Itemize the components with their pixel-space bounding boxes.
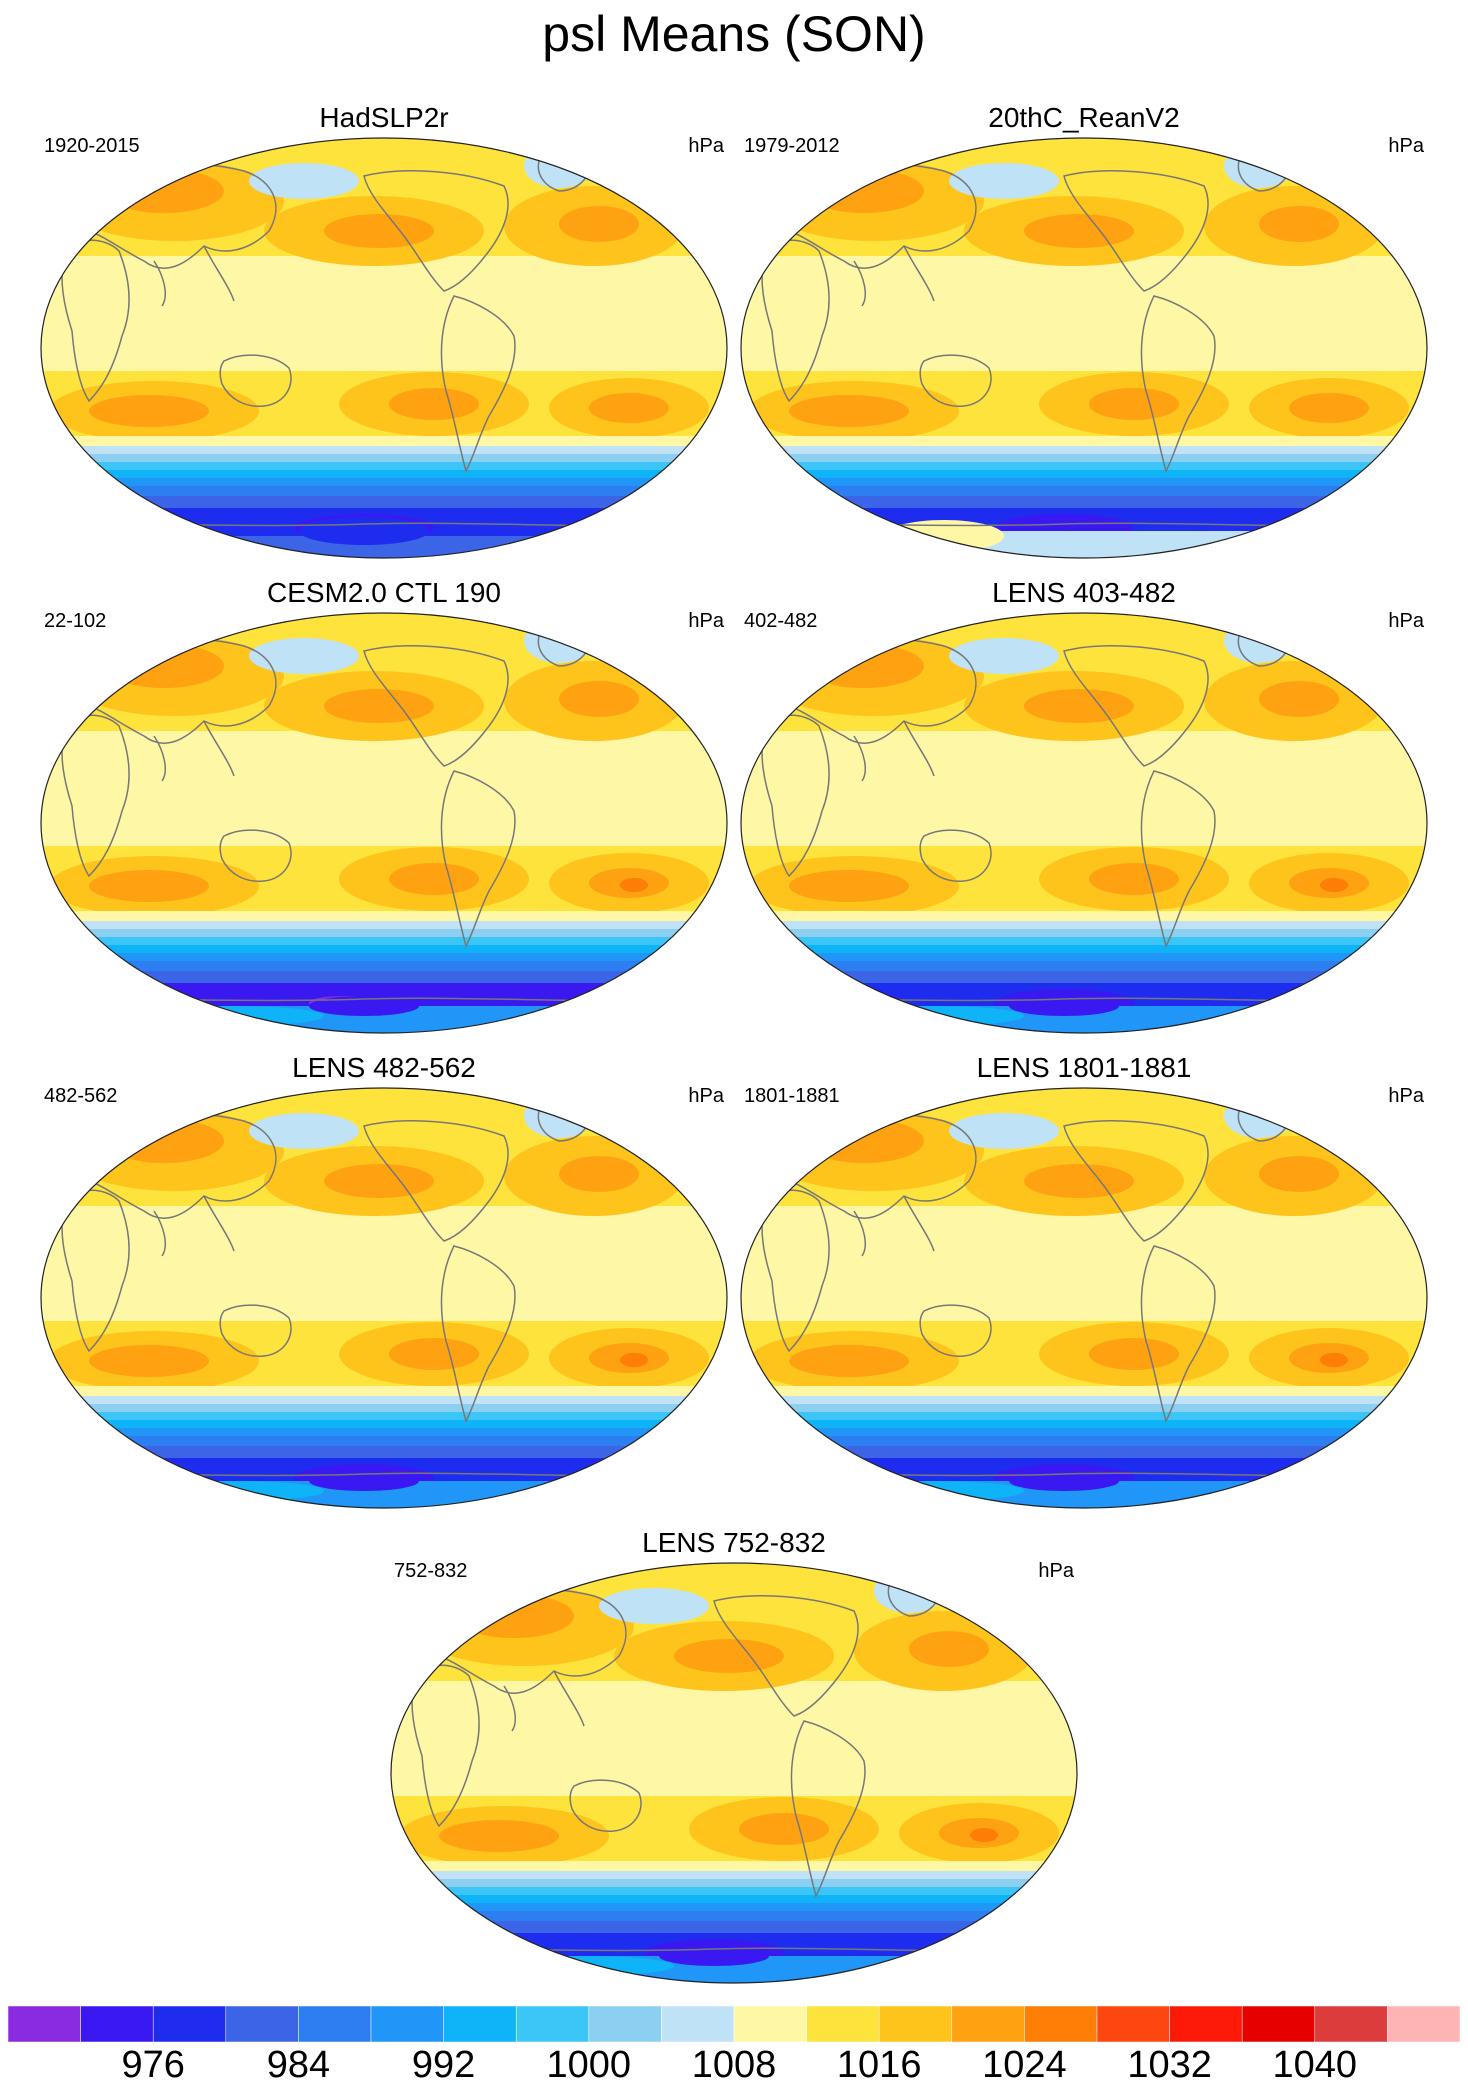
colorbar-labels: 976 984 992 1000 1008 1016 1024 1032 1040 [8, 2044, 1460, 2086]
panel-title: LENS 403-482 [992, 577, 1176, 608]
panel-unit: hPa [688, 1085, 724, 1107]
colorbar-box [1096, 2006, 1170, 2042]
map-plot [40, 137, 728, 559]
colorbar-box [1169, 2006, 1243, 2042]
colorbar-box [443, 2006, 517, 2042]
panel-period: 482-562 [44, 1085, 118, 1107]
colorbar-box [661, 2006, 735, 2042]
colorbar-label: 1024 [982, 2044, 1067, 2086]
map-border [40, 612, 728, 1034]
colorbar-box [8, 2006, 81, 2042]
colorbar-box [733, 2006, 807, 2042]
colorbar-label: 984 [266, 2044, 331, 2086]
colorbar-box [1241, 2006, 1316, 2042]
colorbar-box [1387, 2006, 1460, 2042]
colorbar-label: 992 [411, 2044, 476, 2086]
map-border [740, 612, 1428, 1034]
colorbar-box [1024, 2006, 1098, 2042]
pressure-field [391, 1563, 1077, 1983]
colorbar-box [1314, 2006, 1388, 2042]
map-panel: HadSLP2r 1920-2015 hPa [34, 102, 734, 562]
map-panel: LENS 1801-1881 1801-1881 hPa [734, 1052, 1434, 1512]
panel-unit: hPa [688, 135, 724, 157]
panel-title: 20thC_ReanV2 [988, 102, 1180, 133]
panel-period: 22-102 [44, 610, 107, 632]
map-plot [40, 612, 728, 1034]
panel-title: LENS 1801-1881 [976, 1052, 1192, 1083]
colorbar-label: 1040 [1272, 2044, 1358, 2086]
map-panel: 20thC_ReanV2 1979-2012 hPa [734, 102, 1434, 562]
pressure-field [741, 613, 1427, 1033]
map-plot [740, 137, 1428, 559]
colorbar-box [80, 2006, 154, 2042]
colorbar-label: 1016 [836, 2044, 922, 2086]
colorbar [8, 2006, 1460, 2042]
map-panel: LENS 752-832 752-832 hPa [384, 1527, 1084, 1987]
colorbar-box [515, 2006, 590, 2042]
colorbar-box [951, 2006, 1025, 2042]
panel-title: LENS 482-562 [292, 1052, 476, 1083]
panel-unit: hPa [1038, 1560, 1074, 1582]
panel-period: 1801-1881 [744, 1085, 840, 1107]
main-title: psl Means (SON) [542, 6, 926, 62]
colorbar-box [370, 2006, 444, 2042]
colorbar-box [298, 2006, 372, 2042]
pressure-field [741, 1088, 1427, 1508]
pressure-field [41, 613, 727, 1033]
panel-title: HadSLP2r [319, 102, 449, 133]
map-plot [40, 1087, 728, 1509]
map-border [740, 137, 1428, 559]
map-panel: CESM2.0 CTL 190 22-102 hPa [34, 577, 734, 1037]
pressure-field [41, 138, 727, 558]
colorbar-box [588, 2006, 662, 2042]
panel-unit: hPa [1388, 1085, 1424, 1107]
colorbar-label: 976 [121, 2044, 185, 2086]
pressure-field [741, 138, 1427, 558]
colorbar-box [152, 2006, 227, 2042]
panel-period: 752-832 [394, 1560, 468, 1582]
colorbar-label: 1000 [546, 2044, 632, 2086]
map-panel: LENS 482-562 482-562 hPa [34, 1052, 734, 1512]
panel-period: 402-482 [744, 610, 818, 632]
panel-period: 1920-2015 [44, 135, 140, 157]
map-panel: LENS 403-482 402-482 hPa [734, 577, 1434, 1037]
colorbar-box [225, 2006, 299, 2042]
panel-title: CESM2.0 CTL 190 [267, 577, 501, 608]
map-border [740, 1087, 1428, 1509]
map-border [390, 1562, 1078, 1984]
colorbar-box [806, 2006, 880, 2042]
colorbar-label: 1032 [1127, 2044, 1212, 2086]
map-border [40, 1087, 728, 1509]
colorbar-box [878, 2006, 953, 2042]
panel-period: 1979-2012 [744, 135, 840, 157]
colorbar-label: 1008 [691, 2044, 777, 2086]
map-plot [740, 612, 1428, 1034]
pressure-field [41, 1088, 727, 1508]
panel-title: LENS 752-832 [642, 1527, 826, 1558]
map-plot [740, 1087, 1428, 1509]
panel-unit: hPa [1388, 135, 1424, 157]
panel-unit: hPa [688, 610, 724, 632]
map-border [40, 137, 728, 559]
map-plot [390, 1562, 1078, 1984]
panel-unit: hPa [1388, 610, 1424, 632]
